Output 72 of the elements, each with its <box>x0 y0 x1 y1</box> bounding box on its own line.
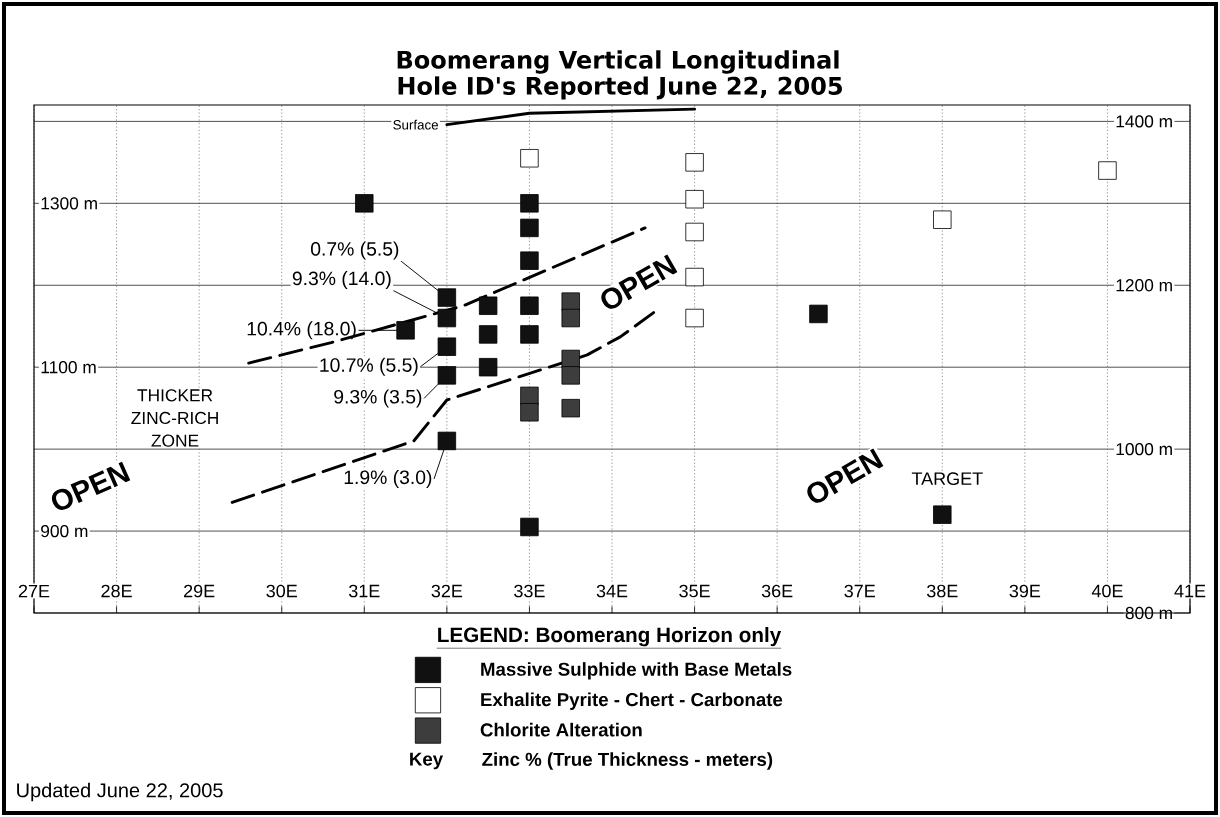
x-tick-label: 37E <box>844 584 875 598</box>
point <box>520 517 539 537</box>
x-tick-label: 32E <box>431 584 463 598</box>
point <box>478 296 498 315</box>
annotation: 9.3% (3.5) <box>334 389 422 408</box>
annotation: OPEN <box>51 461 131 510</box>
text: Updated June 22, 2005 <box>17 782 223 802</box>
point <box>561 308 580 328</box>
point <box>685 222 704 242</box>
annotation: 1.9% (3.0) <box>344 469 432 488</box>
x-tick-label: 35E <box>679 584 710 598</box>
chart-title: Boomerang Vertical Longitudinal <box>397 50 839 74</box>
point <box>520 325 539 344</box>
point <box>809 304 828 324</box>
x-tick-label: 28E <box>101 584 132 598</box>
point <box>933 210 952 229</box>
x-tick-label: 30E <box>266 584 297 598</box>
x-tick-label: 34E <box>596 584 628 598</box>
point <box>478 325 498 344</box>
x-tick-label: 27E <box>18 584 50 598</box>
annotation: 0.7% (5.5) <box>311 241 399 260</box>
y-tick-label: 900 m <box>41 524 88 538</box>
x-tick-label: 40E <box>1091 584 1123 598</box>
annotation: TARGET <box>911 472 983 486</box>
y-tick-label: 1300 m <box>41 197 97 210</box>
point <box>685 153 704 172</box>
point <box>355 194 374 213</box>
x-tick-label: 29E <box>184 584 215 598</box>
point <box>685 190 704 209</box>
annotation: 9.3% (14.0) <box>292 271 391 290</box>
point <box>437 337 457 356</box>
series-label: Surface <box>393 119 438 130</box>
legend-label: Massive Sulphide with Base Metals <box>481 662 792 680</box>
y2-tick-label: 800 m <box>1125 606 1172 620</box>
point <box>685 267 704 287</box>
point <box>478 357 498 377</box>
x-tick-label: 31E <box>348 584 380 598</box>
point <box>520 296 539 315</box>
point <box>520 403 539 422</box>
point <box>561 398 580 418</box>
annotation: 10.7% (5.5) <box>320 357 418 376</box>
x-tick-label: 41E <box>1174 584 1206 598</box>
chart-subtitle: Hole ID's Reported June 22, 2005 <box>398 76 842 100</box>
point <box>396 321 415 340</box>
x-tick-label: 36E <box>761 584 793 598</box>
y2-tick-label: 1200 m <box>1116 279 1172 292</box>
point <box>437 308 457 328</box>
text: Key <box>410 752 444 770</box>
y2-tick-label: 1000 m <box>1116 442 1172 456</box>
point <box>1098 161 1117 180</box>
point <box>520 218 539 238</box>
point <box>561 366 580 385</box>
point <box>933 505 952 524</box>
legend-label: Exhalite Pyrite - Chert - Carbonate <box>481 692 783 710</box>
point <box>437 431 457 451</box>
y2-tick-label: 1400 m <box>1116 115 1172 128</box>
annotation: 10.4% (18.0) <box>247 321 356 340</box>
point <box>561 292 580 311</box>
y-tick-label: 1100 m <box>41 361 96 374</box>
point <box>437 288 457 307</box>
x-tick-label: 39E <box>1009 584 1041 598</box>
x-tick-label: 38E <box>926 584 958 598</box>
point <box>520 194 539 213</box>
text: Zinc % (True Thickness - meters) <box>482 752 773 770</box>
legend-label: Chlorite Alteration <box>480 722 642 737</box>
point <box>685 308 704 328</box>
legend-title: LEGEND: Boomerang Horizon only <box>438 626 782 647</box>
x-tick-label: 33E <box>514 584 545 598</box>
point <box>520 251 539 270</box>
annotation: THICKER ZINC-RICH ZONE <box>131 389 218 447</box>
point <box>437 366 457 385</box>
point <box>520 149 539 168</box>
